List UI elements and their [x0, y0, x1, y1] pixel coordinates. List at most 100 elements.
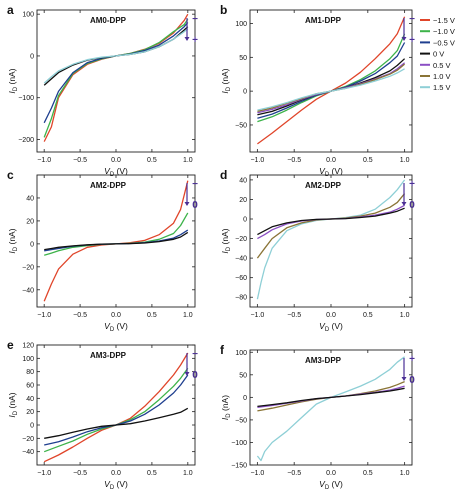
plot-frame-a	[36, 9, 196, 153]
series-line-f-V_0	[257, 387, 405, 408]
y-tick-label-e: 60	[26, 383, 34, 390]
y-tick-label-e: 100	[22, 356, 34, 363]
x-axis-label-c: VD (V)	[104, 321, 128, 333]
panel-title-f: AM3-DPP	[305, 356, 342, 365]
x-tick-label-c: 0.5	[147, 312, 157, 319]
x-axis-label-e: VD (V)	[104, 479, 128, 491]
x-tick-label-d: 0.5	[363, 312, 373, 319]
sweep-start-label-e: −	[192, 349, 198, 360]
series-line-a-V_m1_0	[43, 18, 189, 138]
y-tick-label-c: −40	[22, 287, 34, 294]
series-line-a-V_1_5	[43, 28, 189, 84]
panel-label-e: e	[7, 338, 14, 352]
x-tick-label-a: −1.0	[37, 157, 51, 164]
y-tick-label-d: 20	[239, 197, 247, 204]
x-tick-label-f: 1.0	[400, 470, 410, 477]
x-tick-label-e: 0.5	[147, 470, 157, 477]
x-tick-label-c: 0.0	[111, 312, 121, 319]
sweep-arrow-head-c	[184, 202, 190, 206]
series-line-b-V_m1_5	[257, 16, 406, 145]
y-tick-label-d: −60	[235, 275, 247, 282]
sweep-arrow-head-f	[401, 377, 407, 381]
y-tick-label-a: 100	[22, 12, 34, 19]
y-tick-label-e: 80	[26, 369, 34, 376]
x-tick-label-d: −0.5	[287, 312, 301, 319]
y-tick-label-f: −50	[235, 417, 247, 424]
y-tick-label-d: 0	[243, 217, 247, 224]
sweep-end-label-f: 0	[409, 375, 415, 386]
y-axis-label-c: ID (nA)	[7, 228, 19, 253]
y-tick-label-b: 100	[235, 21, 247, 28]
y-axis-label-e: ID (nA)	[7, 392, 19, 417]
sweep-arrow-head-d	[401, 202, 407, 206]
sweep-start-label-f: +	[409, 354, 415, 365]
x-tick-label-b: 0.5	[363, 157, 373, 164]
legend-label: −0.5 V	[433, 38, 455, 47]
series-line-b-V_1_5	[257, 68, 405, 111]
y-axis-label-b: ID (nA)	[220, 68, 232, 93]
panel-label-f: f	[220, 343, 225, 357]
plot-frame-e	[36, 344, 196, 466]
legend-label: 0.5 V	[433, 61, 451, 70]
y-tick-label-e: −20	[22, 436, 34, 443]
y-tick-label-e: −40	[22, 449, 34, 456]
legend-label: 1.5 V	[433, 83, 451, 92]
x-tick-label-f: 0.5	[363, 470, 373, 477]
plot-frame-d	[249, 174, 413, 308]
y-tick-label-c: 40	[26, 195, 34, 202]
x-tick-label-e: 0.0	[111, 470, 121, 477]
x-tick-label-d: 1.0	[400, 312, 410, 319]
panel-title-c: AM2-DPP	[90, 181, 127, 190]
series-line-c-V_0	[44, 231, 189, 251]
x-tick-label-b: −1.0	[250, 157, 264, 164]
y-tick-label-f: −100	[231, 440, 247, 447]
panel-label-b: b	[220, 3, 227, 17]
panel-title-d: AM2-DPP	[305, 181, 342, 190]
y-tick-label-d: −80	[235, 295, 247, 302]
y-tick-label-b: −50	[235, 122, 247, 129]
x-tick-label-e: −1.0	[37, 470, 51, 477]
y-tick-label-c: 20	[26, 218, 34, 225]
x-tick-label-f: −1.0	[250, 470, 264, 477]
series-line-f-V_1_0	[257, 381, 405, 412]
y-tick-label-f: 100	[235, 350, 247, 357]
series-line-a-V_m1_5	[43, 13, 189, 142]
sweep-arrow-head-a	[184, 37, 190, 41]
sweep-end-label-e: 0	[192, 370, 198, 381]
y-tick-label-c: −20	[22, 264, 34, 271]
x-tick-label-e: 1.0	[183, 470, 193, 477]
x-tick-label-c: −1.0	[37, 312, 51, 319]
y-axis-label-d: ID (nA)	[220, 228, 232, 253]
series-line-d-V_0	[257, 207, 405, 236]
y-tick-label-a: −100	[18, 95, 34, 102]
x-tick-label-a: −0.5	[73, 157, 87, 164]
y-tick-label-e: 0	[30, 423, 34, 430]
y-tick-label-a: −200	[18, 137, 34, 144]
x-tick-label-f: −0.5	[287, 470, 301, 477]
x-tick-label-a: 1.0	[183, 157, 193, 164]
y-tick-label-f: 0	[243, 395, 247, 402]
panel-title-e: AM3-DPP	[90, 351, 127, 360]
series-line-c-V_m1_0	[44, 212, 189, 256]
sweep-start-label-d: +	[409, 179, 415, 190]
series-line-e-V_m1_5	[43, 352, 189, 463]
y-tick-label-b: 50	[239, 55, 247, 62]
y-tick-label-b: 0	[243, 89, 247, 96]
panel-label-a: a	[7, 3, 14, 17]
x-tick-label-d: −1.0	[250, 312, 264, 319]
panel-label-d: d	[220, 168, 227, 182]
sweep-end-label-b: +	[409, 35, 415, 46]
x-tick-label-b: −0.5	[287, 157, 301, 164]
x-tick-label-b: 1.0	[400, 157, 410, 164]
x-tick-label-b: 0.0	[326, 157, 336, 164]
sweep-start-label-c: −	[192, 179, 198, 190]
x-tick-label-a: 0.0	[111, 157, 121, 164]
x-tick-label-e: −0.5	[73, 470, 87, 477]
panel-title-b: AM1-DPP	[305, 16, 342, 25]
y-tick-label-e: 120	[22, 343, 34, 350]
x-axis-label-d: VD (V)	[319, 321, 343, 333]
x-tick-label-a: 0.5	[147, 157, 157, 164]
x-axis-label-f: VD (V)	[319, 479, 343, 491]
x-tick-label-d: 0.0	[326, 312, 336, 319]
series-line-d-V_1_5	[256, 179, 406, 300]
